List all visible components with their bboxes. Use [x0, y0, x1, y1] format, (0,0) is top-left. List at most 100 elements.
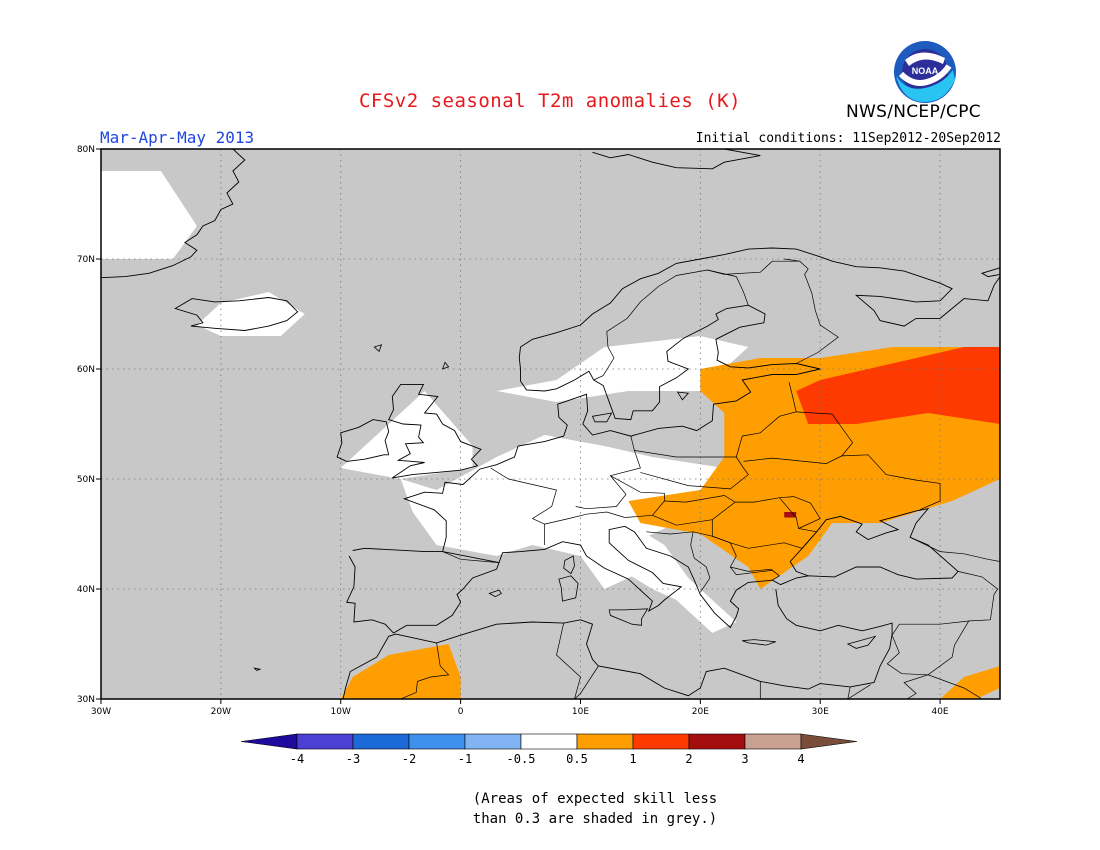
- border-saudi-jordan: [903, 674, 983, 699]
- colorbar-label: 1: [629, 752, 636, 766]
- island-crete: [742, 639, 776, 646]
- border-finland-norway: [707, 260, 800, 275]
- map-area: 30N 40N 50N 60N 70N 80N 30W 20W 10W 0 10E 20E 30E 40E: [77, 145, 1001, 717]
- border-poland-east: [634, 450, 749, 490]
- colorbar-bin: [464, 733, 522, 750]
- coastline-norway-west: [518, 247, 1000, 382]
- colorbar-bin: [576, 733, 634, 750]
- coastline-turkey-south: [775, 588, 893, 690]
- lat-tick-label: 70N: [77, 255, 95, 265]
- skill-note-line1: (Areas of expected skill less: [472, 791, 718, 807]
- border-sinai: [847, 684, 871, 699]
- island-shetland: [441, 361, 450, 370]
- island-gotland: [676, 391, 690, 401]
- anomaly-region-orange-north-africa: [340, 644, 461, 699]
- island-cyprus: [846, 635, 877, 649]
- border-caucasus-north: [909, 536, 1000, 562]
- skill-note-line2: than 0.3 are shaded in grey.): [472, 811, 718, 827]
- agency-label: NWS/NCEP/CPC: [846, 102, 981, 122]
- coastline-svalbard: [592, 149, 761, 170]
- border-germany-east: [575, 436, 641, 510]
- axis-ticks: 30N 40N 50N 60N 70N 80N 30W 20W 10W 0 10E 20E 30E 40E: [77, 145, 949, 717]
- coastline-layer: [101, 149, 1000, 699]
- logo-bird: [905, 52, 945, 66]
- border-balkans: [646, 531, 781, 581]
- border-czech-austria: [610, 475, 665, 518]
- logo-text: NOAA: [912, 66, 939, 76]
- colorbar-label: -3: [346, 752, 360, 766]
- border-belarus-ukraine: [743, 454, 941, 511]
- colorbar-label: -1: [458, 752, 472, 766]
- colorbar-bin: [296, 733, 354, 750]
- coastline-iceland: [174, 297, 299, 331]
- colorbar-bin: [632, 733, 690, 750]
- colorbar-bin: [520, 733, 578, 750]
- coastline-north-africa: [342, 619, 809, 699]
- lon-tick-label: 20E: [692, 707, 709, 717]
- island-faroe: [373, 344, 383, 353]
- lat-tick-label: 40N: [77, 585, 95, 595]
- lat-tick-label: 60N: [77, 365, 95, 375]
- border-finland-russia: [784, 258, 839, 364]
- graticule: [101, 149, 1000, 699]
- anomaly-region-white-scandinavia: [496, 336, 749, 402]
- colorbar-bin: [688, 733, 746, 750]
- colorbar-extend-low: [240, 733, 298, 750]
- border-france-east: [490, 467, 557, 545]
- initial-conditions-label: Initial conditions: 11Sep2012-20Sep2012: [695, 131, 1001, 146]
- noaa-logo: NOAA: [894, 41, 956, 103]
- island-zealand: [591, 412, 613, 423]
- anomaly-region-white-greenland: [101, 171, 197, 259]
- anomaly-region-white-iceland: [196, 292, 305, 336]
- coastline-iberia: [346, 547, 500, 634]
- lon-tick-label: 30W: [91, 707, 111, 717]
- border-algeria-morocco: [399, 642, 450, 699]
- border-balkans-inner: [690, 531, 711, 593]
- map-title: CFSv2 seasonal T2m anomalies (K): [358, 90, 742, 112]
- anomaly-region-darkred-ukraine-cell: [784, 512, 797, 518]
- lon-tick-label: 10E: [572, 707, 589, 717]
- coastline-france-benelux-germany: [402, 368, 821, 552]
- lon-tick-label: 30E: [812, 707, 829, 717]
- coastline-scandinavia: [520, 304, 821, 421]
- colorbar-label: -0.5: [507, 752, 536, 766]
- colorbar-label: -2: [402, 752, 416, 766]
- logo-wave-white: [898, 64, 952, 86]
- border-syria-iraq: [886, 620, 970, 676]
- lon-tick-label: 40E: [931, 707, 948, 717]
- coastline-mediterranean-north: [498, 508, 959, 629]
- lon-tick-label: 20W: [211, 707, 231, 717]
- colorbar-bin: [408, 733, 466, 750]
- border-russia-belarus: [796, 411, 854, 457]
- colorbar-bin: [352, 733, 410, 750]
- lat-tick-label: 30N: [77, 695, 95, 705]
- season-label: Mar-Apr-May 2013: [100, 128, 255, 147]
- island-sardinia: [558, 575, 579, 602]
- border-turkey-caucasus: [891, 571, 999, 636]
- colorbar-label: 4: [797, 752, 804, 766]
- coastline-ireland: [336, 419, 390, 462]
- anomaly-region-orange-turkey-east: [940, 666, 1000, 699]
- coastline-great-britain: [388, 383, 482, 479]
- colorbar-extend-high: [800, 733, 858, 750]
- border-libya-tunisia-algeria: [556, 623, 599, 699]
- coastline-greenland-east: [101, 149, 246, 279]
- lon-tick-label: 0: [458, 707, 464, 717]
- lon-tick-label: 10W: [331, 707, 351, 717]
- anomaly-region-red-russia: [796, 347, 1000, 424]
- colorbar: -4 -3 -2 -1 -0.5 0.5 1 2 3 4: [240, 733, 858, 766]
- lat-tick-label: 80N: [77, 145, 95, 155]
- island-mallorca: [488, 589, 502, 598]
- coastline-novaya-zemlya: [980, 267, 1000, 278]
- island-sicily: [608, 608, 649, 626]
- border-baltic-belarus: [735, 382, 797, 458]
- map-frame: [100, 148, 1001, 700]
- colorbar-label: 0.5: [566, 752, 588, 766]
- border-moldova: [779, 496, 821, 529]
- colorbar-label: -4: [290, 752, 304, 766]
- border-alps-south: [544, 511, 625, 525]
- colorbar-label: 3: [741, 752, 748, 766]
- border-pyrenees-alps: [442, 551, 500, 563]
- lat-tick-label: 50N: [77, 475, 95, 485]
